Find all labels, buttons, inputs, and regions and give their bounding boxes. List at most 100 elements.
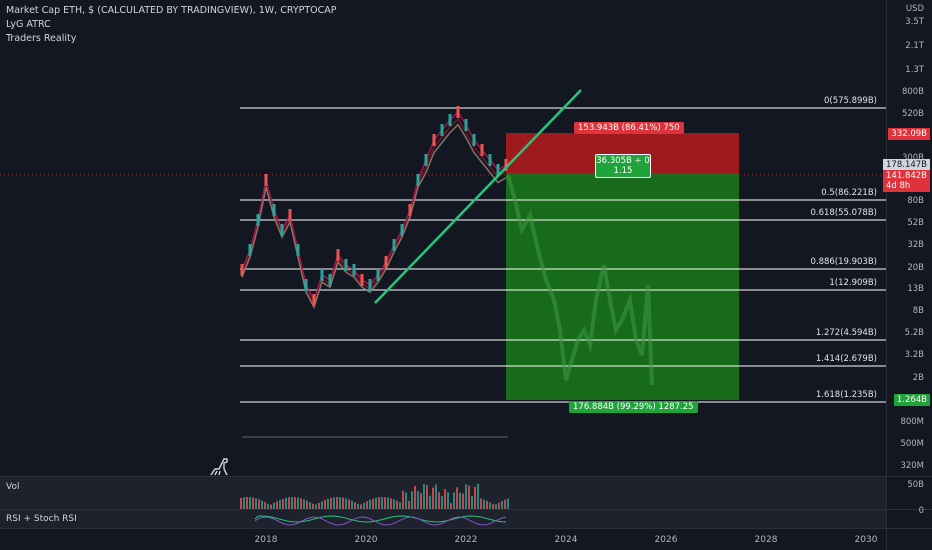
volume-bar	[504, 499, 506, 509]
candle	[432, 134, 436, 146]
volume-bar	[240, 497, 242, 509]
axis-tick: 5.2B	[904, 328, 924, 338]
reward-label[interactable]: 176.884B (99.29%) 1287.25	[569, 401, 698, 413]
volume-bar	[345, 498, 347, 509]
time-tick: 2026	[654, 535, 678, 545]
volume-bar	[501, 501, 503, 509]
candle	[424, 154, 428, 166]
volume-bar	[339, 497, 341, 509]
target-price-tag[interactable]: 1.264B	[893, 394, 930, 406]
candle	[320, 269, 324, 281]
volume-bar	[315, 504, 317, 509]
axis-tick: 3.2B	[904, 350, 924, 360]
volume-bar	[417, 491, 419, 509]
candle	[336, 249, 340, 261]
volume-bar	[267, 503, 269, 509]
time-tick: 2028	[754, 535, 778, 545]
stop-price-tag[interactable]: 332.09B	[888, 128, 930, 140]
volume-bar	[306, 500, 308, 509]
volume-bar	[270, 504, 272, 509]
volume-bar	[258, 499, 260, 509]
axis-tick: 32B	[907, 240, 924, 250]
volume-bar	[471, 495, 473, 509]
axis-currency[interactable]: USD	[905, 4, 924, 14]
volume-bar	[327, 498, 329, 509]
volume-bar	[321, 501, 323, 509]
bar-close-tag[interactable]: 141.842B 4d 8h	[883, 170, 930, 192]
volume-bars	[240, 483, 509, 509]
volume-bar	[402, 490, 404, 509]
risk-label[interactable]: 153.943B (86.41%) 750	[574, 122, 684, 134]
volume-bar	[387, 497, 389, 509]
volume-bar	[309, 502, 311, 509]
stoch-rsi-line	[254, 516, 507, 526]
candle	[416, 174, 420, 186]
moving-average-line	[241, 117, 507, 306]
volume-bar	[447, 492, 449, 509]
candle	[464, 119, 468, 131]
volume-bar	[312, 503, 314, 509]
volume-axis-tick: 0	[918, 506, 924, 516]
volume-bar	[318, 502, 320, 509]
candle	[288, 209, 292, 221]
volume-bar	[459, 492, 461, 509]
candle	[384, 256, 388, 268]
volume-bar	[297, 497, 299, 509]
volume-bar	[456, 487, 458, 509]
ratio-label: 1.15	[613, 166, 633, 176]
volume-bar	[444, 489, 446, 509]
volume-bar	[441, 496, 443, 509]
fib-label-0-618: 0.618(55.078B)	[810, 208, 877, 218]
axis-tick: 8B	[912, 306, 924, 316]
volume-bar	[246, 497, 248, 509]
candle	[352, 264, 356, 276]
candle	[448, 114, 452, 126]
axis-tick: 520B	[901, 109, 924, 119]
volume-bar	[375, 497, 377, 509]
candle	[328, 274, 332, 286]
volume-bar	[324, 499, 326, 509]
volume-bar	[396, 500, 398, 509]
volume-pane-label[interactable]: Vol	[6, 482, 20, 492]
fib-label-0-886: 0.886(19.903B)	[810, 257, 877, 267]
candle	[496, 164, 500, 176]
current-price-tag[interactable]: 178.147B	[883, 159, 930, 171]
time-tick: 2030	[854, 535, 878, 545]
volume-bar	[366, 501, 368, 509]
symbol-title[interactable]: Market Cap ETH, $ (CALCULATED BY TRADING…	[6, 5, 337, 16]
volume-bar	[399, 502, 401, 509]
volume-bar	[435, 484, 437, 509]
time-tick: 2020	[354, 535, 378, 545]
bar-countdown: 4d 8h	[886, 181, 911, 191]
volume-bar	[474, 486, 476, 509]
position-reward-zone[interactable]	[506, 173, 739, 400]
indicator-lyg-atrc[interactable]: LyG ATRC	[6, 19, 51, 30]
time-tick: 2022	[454, 535, 478, 545]
volume-bar	[426, 485, 428, 509]
volume-bar	[369, 499, 371, 509]
candle	[392, 239, 396, 251]
fib-label-0: 0(575.899B)	[823, 96, 877, 106]
volume-bar	[384, 497, 386, 509]
volume-bar	[348, 499, 350, 509]
volume-axis-tick: 50B	[907, 480, 924, 490]
dino-icon[interactable]	[209, 457, 231, 481]
volume-bar	[351, 500, 353, 509]
candle	[480, 144, 484, 156]
fib-label-1: 1(12.909B)	[829, 278, 877, 288]
entry-label-box[interactable]: 36.305B ÷ 0 1.15	[595, 154, 651, 178]
volume-bar	[477, 483, 479, 509]
axis-tick: 52B	[907, 218, 924, 228]
volume-bar	[480, 498, 482, 509]
volume-bar	[468, 485, 470, 509]
volume-bar	[288, 497, 290, 509]
fib-label-0-5: 0.5(86.221B)	[821, 188, 877, 198]
trendline[interactable]	[374, 89, 582, 304]
entry-label: 36.305B ÷ 0	[596, 156, 650, 166]
volume-bar	[378, 497, 380, 509]
candle	[504, 159, 508, 171]
oscillator-pane-label[interactable]: RSI + Stoch RSI	[6, 514, 77, 524]
time-tick: 2018	[254, 535, 278, 545]
indicator-traders-reality[interactable]: Traders Reality	[6, 33, 77, 44]
